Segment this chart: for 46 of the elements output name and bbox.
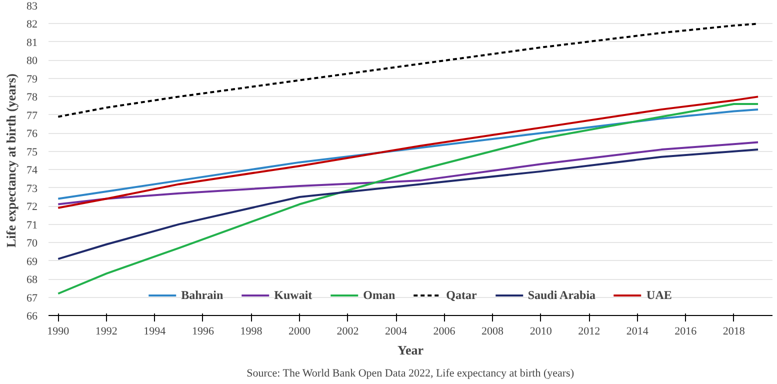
line-series xyxy=(57,148,760,260)
y-tick-label: 77 xyxy=(26,110,38,122)
y-axis-title: Life expectancy at birth (years) xyxy=(4,73,18,248)
y-tick-label: 67 xyxy=(26,292,38,304)
y-tick-label: 78 xyxy=(26,92,38,104)
y-tick-label: 66 xyxy=(26,310,38,322)
y-tick-label: 73 xyxy=(26,182,38,195)
source-note: Source: The World Bank Open Data 2022, Life expectancy at birth (years) xyxy=(246,368,574,380)
y-tick-label: 79 xyxy=(26,73,38,86)
legend-label: Kuwait xyxy=(274,288,312,302)
legend-label: Oman xyxy=(363,288,396,302)
x-tick-label: 2008 xyxy=(482,326,504,338)
x-tick-label: 1990 xyxy=(47,326,70,338)
y-tick-label: 71 xyxy=(26,219,38,232)
x-tick-label: 1994 xyxy=(144,326,166,338)
y-tick-label: 69 xyxy=(26,256,38,268)
x-axis-title: Year xyxy=(398,342,424,358)
x-tick-label: 2014 xyxy=(626,326,649,338)
x-tick-label: 2006 xyxy=(433,326,456,338)
y-tick-label: 68 xyxy=(26,274,38,286)
x-tick-label: 2002 xyxy=(336,326,359,338)
x-tick-label: 1996 xyxy=(192,326,214,338)
y-tick-label: 80 xyxy=(26,55,38,68)
x-tick-label: 2010 xyxy=(530,326,552,338)
y-tick-label: 72 xyxy=(26,201,38,214)
legend-label: Bahrain xyxy=(181,288,224,302)
x-tick-label: 1998 xyxy=(240,326,263,338)
y-tick-label: 75 xyxy=(26,146,38,158)
x-tick-label: 1992 xyxy=(95,326,118,338)
y-tick-label: 76 xyxy=(26,128,38,140)
x-tick-label: 2016 xyxy=(674,326,698,338)
legend-label: Qatar xyxy=(446,288,477,302)
y-tick-label: 81 xyxy=(26,36,38,49)
y-tick-label: 74 xyxy=(26,164,38,177)
legend-label: UAE xyxy=(646,288,672,302)
line-series xyxy=(57,96,760,209)
x-tick-label: 2012 xyxy=(578,326,600,338)
line-series xyxy=(57,141,760,206)
y-tick-label: 82 xyxy=(26,18,38,31)
x-tick-label: 2004 xyxy=(385,326,408,338)
x-tick-label: 2018 xyxy=(722,326,746,338)
line-series xyxy=(57,108,760,200)
y-tick-label: 83 xyxy=(26,0,38,12)
legend-label: Saudi Arabia xyxy=(528,288,596,302)
y-tick-label: 70 xyxy=(26,238,38,250)
x-tick-label: 2000 xyxy=(288,326,311,338)
